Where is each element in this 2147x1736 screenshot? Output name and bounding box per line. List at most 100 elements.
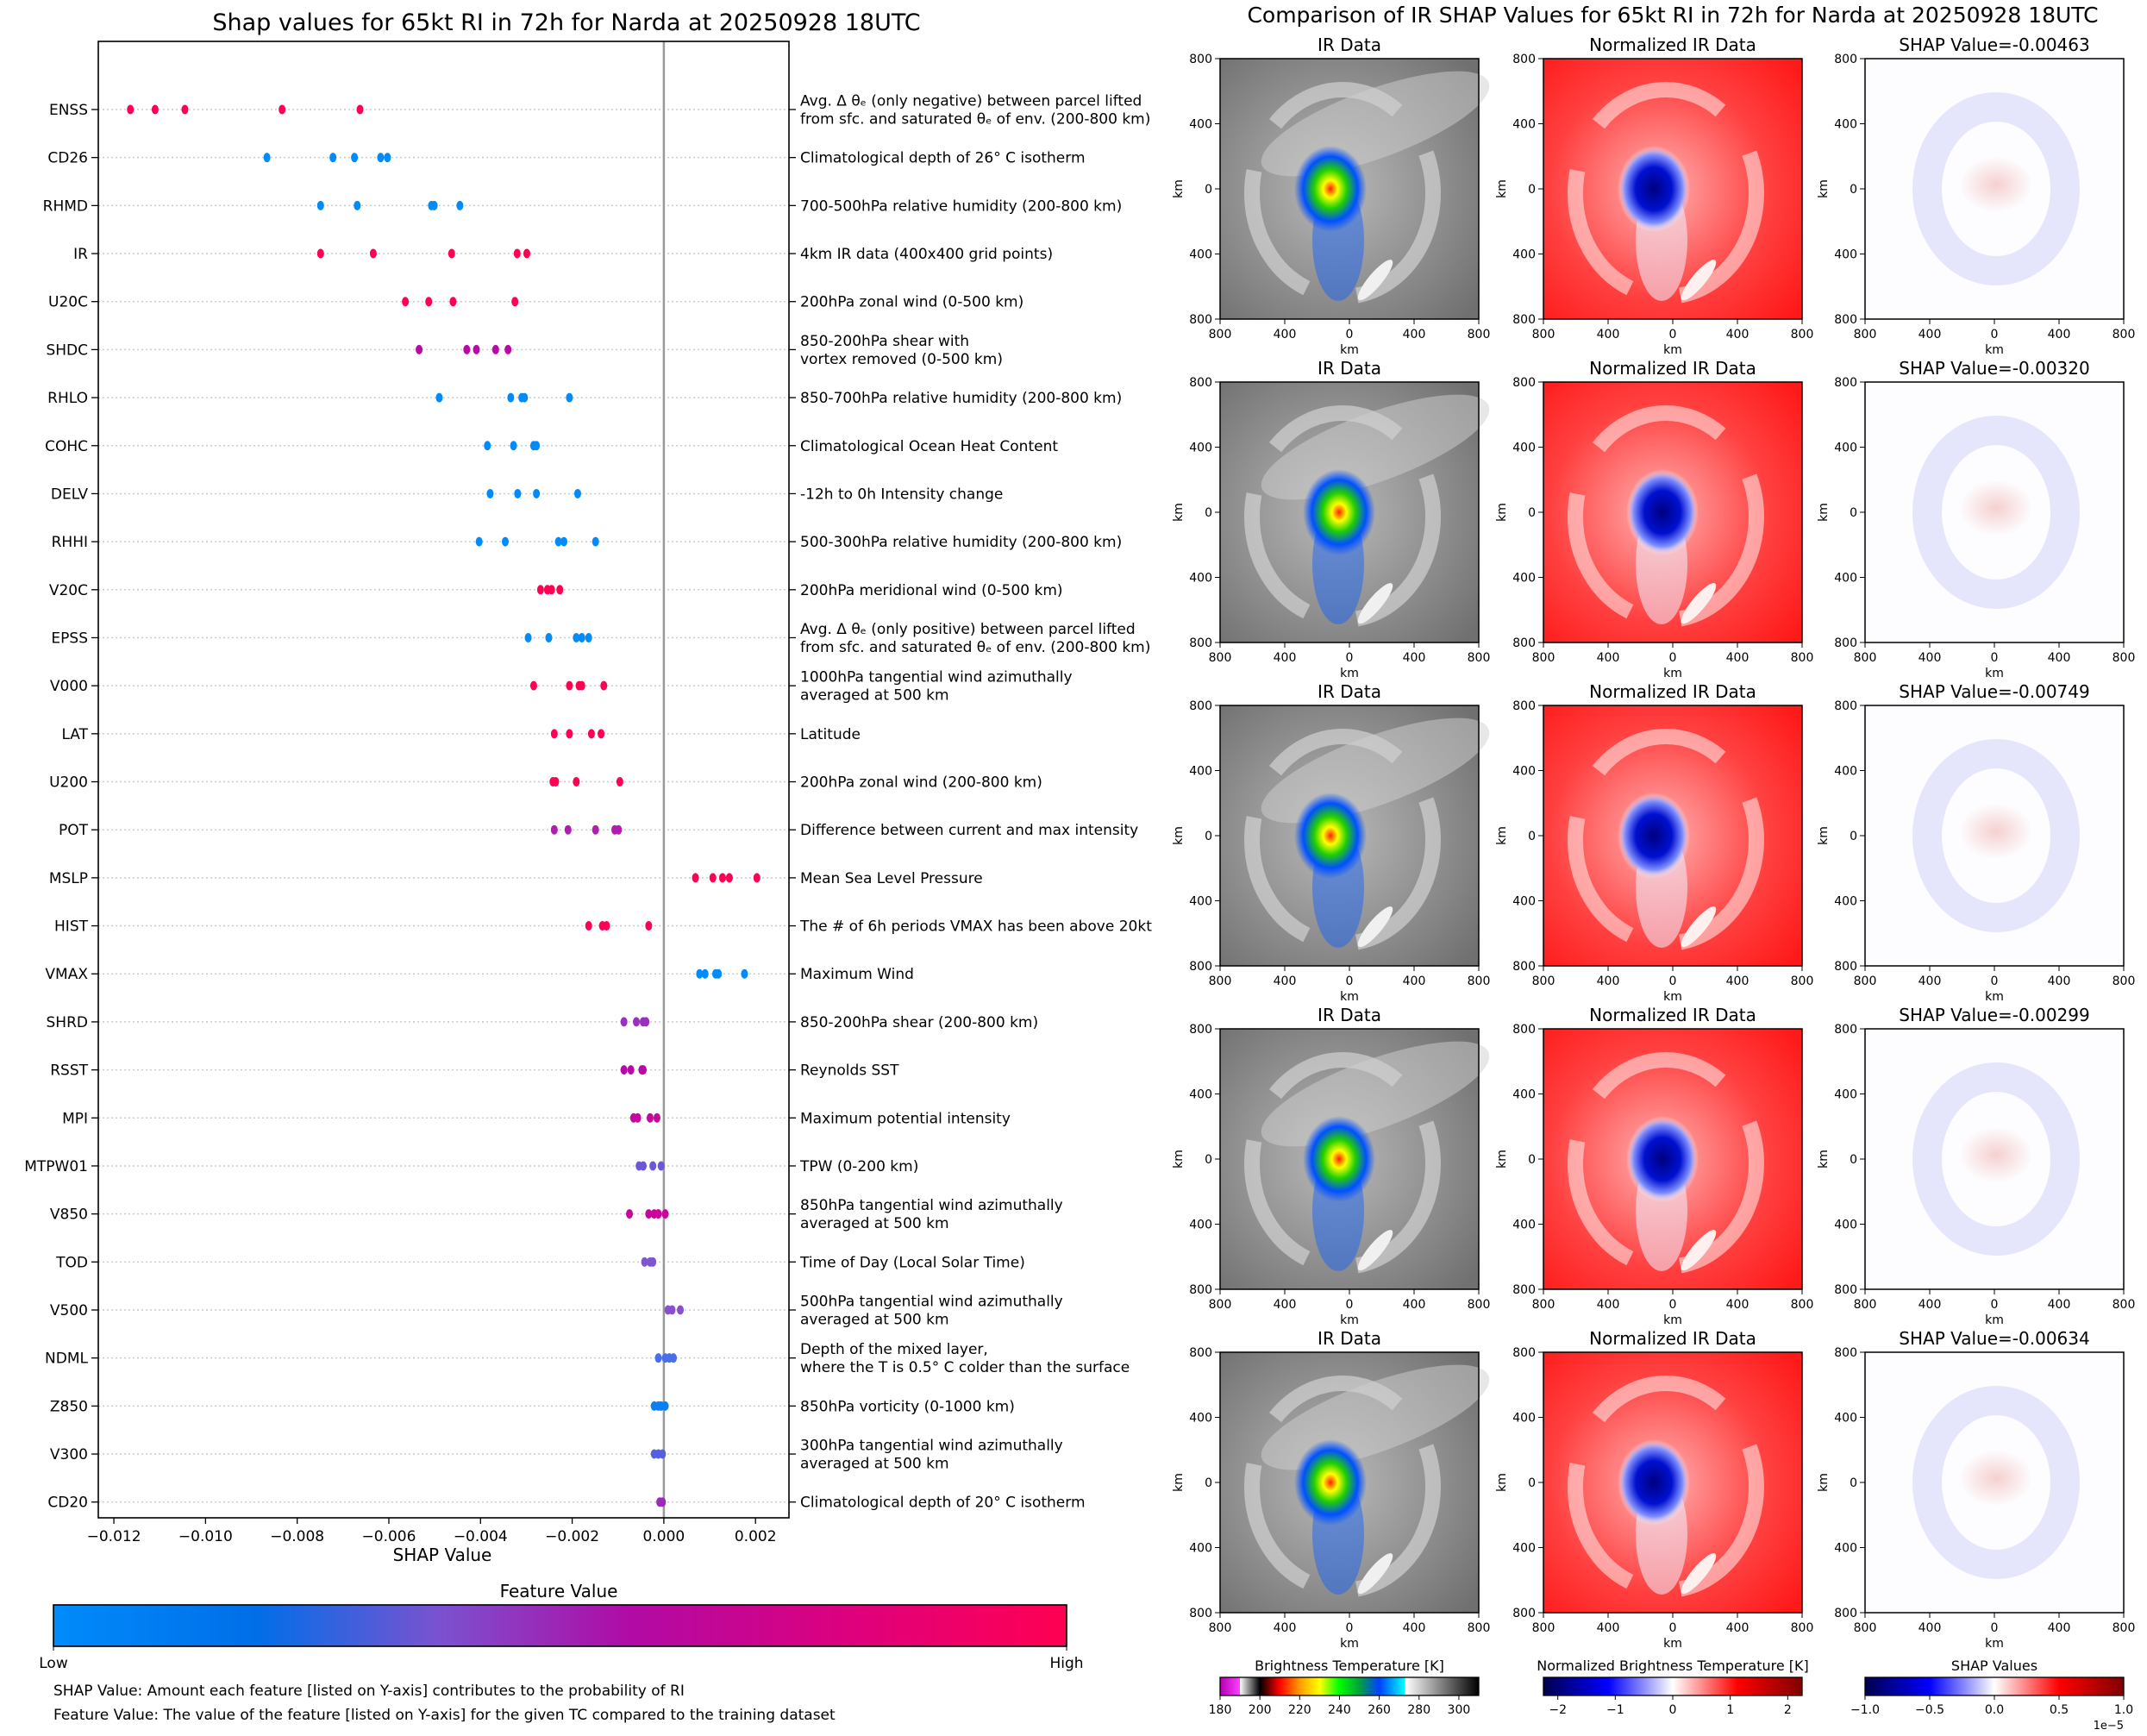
feature-row-cd20: CD20 Climatological depth of 20° C isothe… xyxy=(47,1495,1085,1512)
y-tick-label: 800 xyxy=(1834,1283,1857,1297)
shap-positive-core xyxy=(1960,804,2032,859)
cloud-band xyxy=(1244,405,1441,628)
storm-core xyxy=(1294,146,1367,232)
data-point xyxy=(511,297,519,307)
data-point xyxy=(416,344,423,354)
y-tick-label: 800 xyxy=(1834,313,1857,327)
x-tick-label: 400 xyxy=(1919,328,1942,342)
data-point xyxy=(151,104,159,115)
cloud-band xyxy=(1568,1052,1764,1275)
y-axis-label: km xyxy=(1817,1150,1831,1169)
data-point xyxy=(566,392,573,403)
panel-title: Normalized IR Data xyxy=(1589,1005,1756,1025)
data-point xyxy=(642,1017,650,1027)
feature-code-label: ENSS xyxy=(49,102,88,119)
note-shap-value: SHAP Value: Amount each feature [listed … xyxy=(53,1683,685,1700)
x-tick-label: 800 xyxy=(1791,1621,1814,1635)
feature-description: 700-500hPa relative humidity (200-800 km… xyxy=(800,197,1122,215)
colorbar-tick-label: 240 xyxy=(1328,1703,1351,1717)
y-tick-label: 0 xyxy=(1528,506,1536,520)
feature-description: averaged at 500 km xyxy=(800,1312,949,1329)
data-point xyxy=(127,104,135,115)
data-point xyxy=(639,1065,647,1075)
data-point xyxy=(484,441,491,451)
colorbar-shap-values: SHAP Values −1.0 −0.5 0.0 0.5 1.0 1e−5 xyxy=(1850,1658,2133,1733)
feature-row-v000: V000 1000hPa tangential wind azimuthallya… xyxy=(50,669,1073,705)
x-tick-label: 800 xyxy=(1209,328,1232,342)
data-point xyxy=(356,104,364,115)
colorbar-tick-label: −1.0 xyxy=(1850,1703,1880,1717)
panel-title: IR Data xyxy=(1318,1328,1381,1349)
data-point xyxy=(598,729,605,739)
data-point xyxy=(718,873,726,883)
feature-description: averaged at 500 km xyxy=(800,687,949,705)
colorbar-gradient xyxy=(1864,1676,2125,1696)
colorbar-tick-label: 0 xyxy=(1669,1703,1677,1717)
data-point xyxy=(753,873,761,883)
y-axis-label: km xyxy=(1817,503,1831,522)
y-tick-label: 0 xyxy=(1528,1476,1536,1490)
feature-code-label: Z850 xyxy=(50,1398,88,1415)
cloud-band xyxy=(1244,82,1441,304)
data-point xyxy=(486,488,494,498)
colorbar-tick-label: 1.0 xyxy=(2114,1703,2133,1717)
x-tick-label: 0 xyxy=(1346,1298,1354,1312)
feature-code-label: CD26 xyxy=(47,150,88,167)
cloud-band xyxy=(1244,1376,1441,1598)
data-point xyxy=(463,344,471,354)
plot-frame xyxy=(97,41,790,1519)
feature-row-cd26: CD26 Climatological depth of 26° C isothe… xyxy=(47,150,1085,167)
feature-description: 500hPa tangential wind azimuthally xyxy=(800,1294,1063,1311)
data-point xyxy=(521,392,529,403)
y-tick-label: 800 xyxy=(1512,1346,1536,1360)
feature-code-label: V500 xyxy=(50,1302,88,1319)
feature-description: 200hPa zonal wind (0-500 km) xyxy=(800,294,1023,311)
y-tick-label: 800 xyxy=(1834,376,1857,390)
colorbar-offset-label: 1e−5 xyxy=(2094,1720,2124,1733)
x-tick-label: 400 xyxy=(1274,651,1297,665)
x-tick-label: 400 xyxy=(2048,1621,2071,1635)
cloud-band xyxy=(1568,82,1764,304)
panel-title: SHAP Value=-0.00749 xyxy=(1899,681,2089,702)
feature-description: vortex removed (0-500 km) xyxy=(800,351,1003,368)
x-tick-label: −0.004 xyxy=(454,1528,508,1545)
x-tick-label: 0 xyxy=(1991,975,1999,988)
x-axis-label: km xyxy=(1985,1313,2004,1327)
y-axis-label: km xyxy=(1495,1150,1509,1169)
colorbar-title: Normalized Brightness Temperature [K] xyxy=(1537,1658,1809,1674)
feature-code-label: MPI xyxy=(62,1110,88,1127)
data-point xyxy=(639,1161,647,1171)
feature-row-v500: V500 500hPa tangential wind azimuthallyav… xyxy=(50,1294,1063,1329)
feature-row-delv: DELV -12h to 0h Intensity change xyxy=(51,486,1003,503)
x-tick-label: 400 xyxy=(1726,1298,1750,1312)
x-axis-label: km xyxy=(1340,1313,1359,1327)
feature-code-label: POT xyxy=(59,822,89,839)
x-tick-label: −0.010 xyxy=(178,1528,233,1545)
panel-title: SHAP Value=-0.00299 xyxy=(1899,1005,2089,1025)
data-point xyxy=(587,729,595,739)
y-tick-label: 400 xyxy=(1512,1412,1536,1426)
feature-description: Difference between current and max inten… xyxy=(800,822,1138,839)
panel-title: SHAP Value=-0.00463 xyxy=(1899,34,2089,55)
y-tick-label: 800 xyxy=(1512,376,1536,390)
panel-shap-2: SHAP Value=-0.00320800800400400004004008… xyxy=(1817,358,2135,680)
feature-row-rhhi: RHHI 500-300hPa relative humidity (200-80… xyxy=(52,534,1123,551)
feature-code-label: V300 xyxy=(50,1446,88,1463)
feature-description: 200hPa zonal wind (200-800 km) xyxy=(800,774,1042,792)
shap-negative-ring xyxy=(1912,92,2080,285)
colorbar-tick-label: 0.5 xyxy=(2050,1703,2069,1717)
data-point xyxy=(603,921,610,931)
x-tick-label: 400 xyxy=(2048,1298,2071,1312)
feature-row-v20c: V20C 200hPa meridional wind (0-500 km) xyxy=(49,582,1063,599)
y-tick-label: 800 xyxy=(1189,313,1212,327)
data-point xyxy=(668,1305,676,1315)
panel-shap-4: SHAP Value=-0.00299800800400400004004008… xyxy=(1817,1005,2135,1327)
y-tick-label: 0 xyxy=(1850,183,1857,197)
y-tick-label: 400 xyxy=(1834,895,1857,909)
data-point xyxy=(501,536,509,547)
data-point xyxy=(548,585,555,595)
x-tick-label: −0.012 xyxy=(87,1528,141,1545)
